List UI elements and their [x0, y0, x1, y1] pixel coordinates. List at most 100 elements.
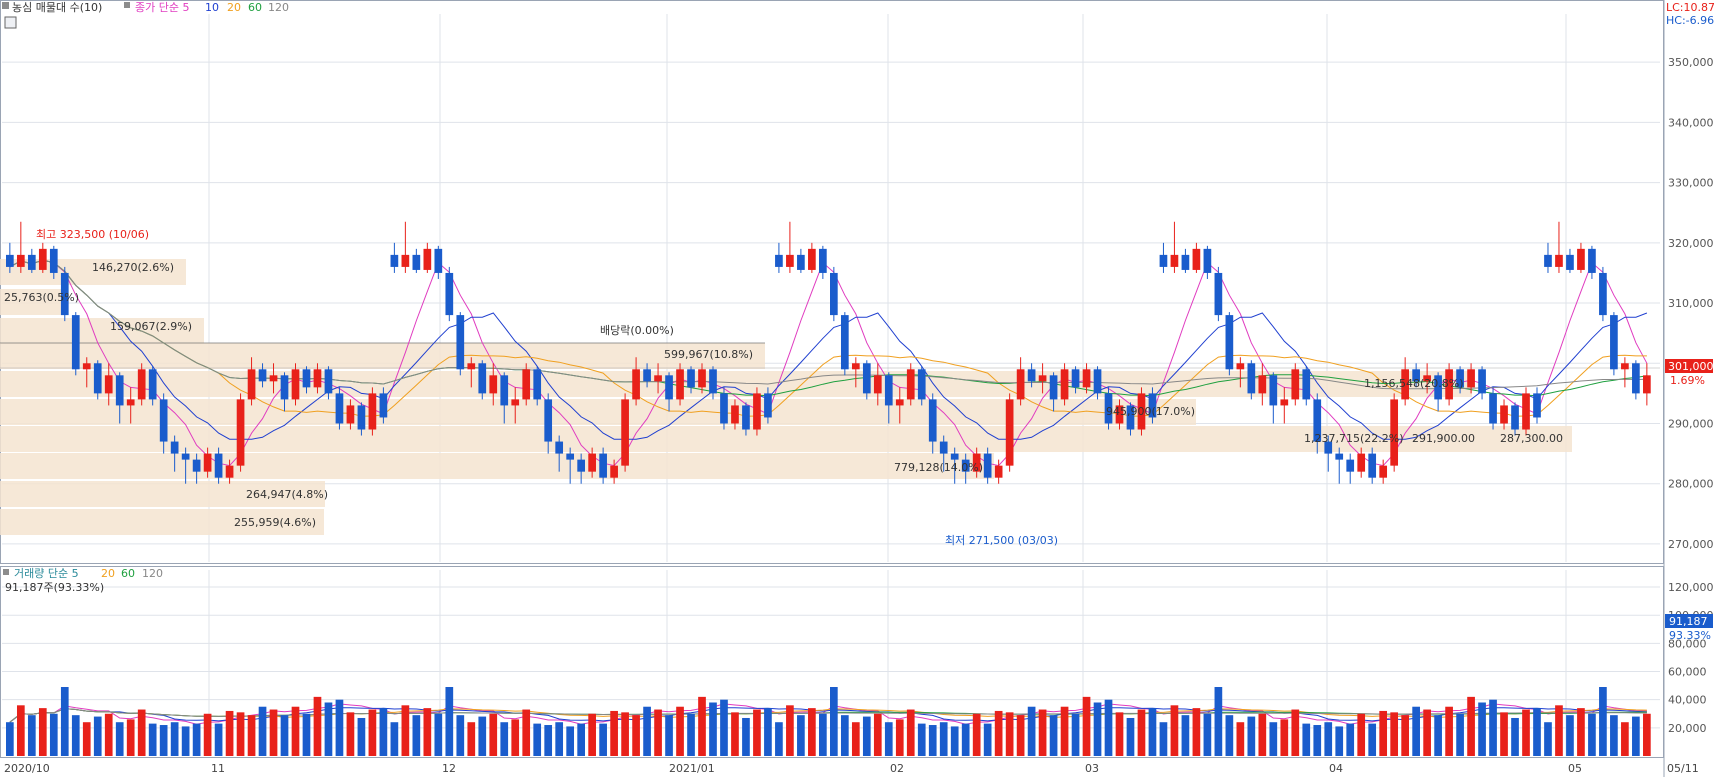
vol-ma120-legend: 120	[142, 567, 163, 580]
candle-body	[38, 248, 47, 270]
volume-bar	[621, 712, 629, 756]
ma20-line	[9, 259, 1647, 417]
candle-body	[522, 369, 531, 400]
candle-body	[302, 369, 311, 388]
volume-bar	[884, 722, 893, 756]
candle-body	[753, 393, 761, 430]
candle-body	[808, 248, 816, 270]
candle-body	[1203, 248, 1212, 273]
volume-bar	[808, 708, 816, 756]
volume-bar	[928, 725, 937, 756]
candle-body	[1533, 393, 1541, 418]
legend-square-icon	[3, 569, 9, 575]
candle-body	[588, 453, 596, 472]
candle-body	[819, 248, 827, 273]
candle-body	[665, 375, 673, 400]
candle-body	[390, 254, 399, 267]
candle-body	[280, 375, 289, 400]
volume-bar	[1511, 717, 1519, 756]
candle-body	[928, 399, 937, 442]
volume-bar	[16, 705, 25, 756]
candle-body	[1016, 369, 1025, 400]
volume-bar	[1566, 715, 1574, 756]
volume-bar	[533, 723, 542, 756]
candle-body	[1346, 459, 1355, 472]
dividend-label: 배당락(0.00%)	[600, 324, 674, 337]
volume-bar	[170, 722, 179, 756]
volume-bar	[1203, 713, 1212, 756]
volume-bar	[1115, 712, 1124, 756]
price-tick-label: 330,000	[1668, 177, 1714, 190]
candle-body	[1445, 369, 1453, 400]
candle-body	[742, 405, 750, 430]
current-price-change: 1.69%	[1670, 374, 1705, 387]
volume-bar	[1225, 715, 1234, 756]
candle-body	[1247, 363, 1256, 394]
candle-body	[1522, 393, 1530, 430]
candle-body	[1159, 254, 1168, 267]
profile-band	[0, 318, 204, 344]
volume-bar	[1148, 708, 1157, 756]
volume-bar	[6, 722, 14, 756]
candle-body	[906, 369, 915, 400]
volume-bar	[280, 715, 289, 756]
volume-legend-label: 거래량 단순 5	[14, 567, 79, 580]
volume-bar	[313, 696, 322, 756]
volume-bar	[1346, 723, 1355, 756]
volume-bar	[1379, 710, 1388, 756]
profile-band	[0, 426, 1572, 452]
grid-toggle-icon[interactable]	[4, 16, 17, 29]
current-price-tag	[1665, 359, 1713, 373]
volume-bar	[1478, 702, 1486, 756]
volume-bar	[676, 706, 684, 756]
candle-body	[1357, 453, 1366, 472]
date-tick-label: 12	[442, 762, 456, 775]
volume-bar	[1269, 722, 1278, 756]
legend-square-icon	[124, 2, 130, 8]
candle-body	[1577, 248, 1585, 270]
candle-body	[467, 363, 476, 370]
profile-label: 159,067(2.9%)	[110, 320, 192, 333]
candle-body	[1093, 369, 1102, 394]
candle-body	[1313, 399, 1322, 442]
candle-body	[434, 248, 443, 273]
volume-bar	[632, 715, 640, 756]
volume-bar	[27, 715, 36, 756]
volume-bar	[181, 726, 190, 756]
candle-body	[1269, 375, 1278, 406]
volume-bar	[148, 723, 157, 756]
volume-bar	[1522, 709, 1530, 756]
volume-bar	[82, 722, 91, 756]
volume-bar	[873, 713, 882, 756]
candle-body	[93, 363, 102, 394]
price-tick-label: 320,000	[1668, 237, 1714, 250]
volume-bar	[357, 717, 366, 756]
candle-body	[489, 375, 498, 394]
candle-body	[599, 453, 607, 478]
price-tick-label: 310,000	[1668, 297, 1714, 310]
candle-body	[1368, 453, 1377, 478]
profile-label: 146,270(2.6%)	[92, 261, 174, 274]
candle-body	[16, 254, 25, 267]
candle-body	[687, 369, 695, 388]
volume-bar	[302, 713, 311, 756]
volume-bar	[1192, 708, 1201, 756]
volume-bar	[1643, 713, 1651, 756]
candle-body	[401, 254, 410, 267]
volume-bar	[797, 715, 805, 756]
volume-bar	[709, 702, 717, 756]
candle-body	[291, 369, 300, 400]
volume-bar	[1181, 715, 1190, 756]
candlestick-series	[6, 221, 1651, 484]
candle-body	[1027, 369, 1036, 382]
volume-bar	[775, 722, 783, 756]
volume-bar	[247, 715, 256, 756]
volume-bar	[445, 687, 454, 756]
volume-bar	[434, 713, 443, 756]
candle-body	[346, 405, 355, 424]
candle-body	[269, 375, 278, 382]
volume-bar	[71, 715, 80, 756]
candle-body	[994, 465, 1003, 478]
candle-body	[1588, 248, 1596, 273]
